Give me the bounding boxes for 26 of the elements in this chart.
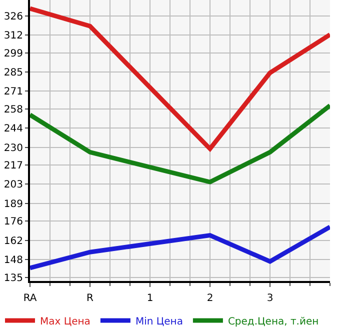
y-tick-label: 135 — [4, 272, 23, 284]
legend-label: Max Цена — [40, 316, 90, 328]
x-tick-label: 2 — [206, 293, 214, 304]
x-tick-label: 3 — [266, 293, 274, 304]
y-tick-label: 258 — [4, 104, 23, 116]
y-tick-label: 162 — [4, 236, 23, 247]
y-tick-label: 244 — [4, 124, 23, 135]
line-series — [30, 224, 330, 270]
y-tick-label: 326 — [4, 11, 23, 22]
y-tick-label: 299 — [4, 48, 23, 60]
legend-label: Сред.Цена, т.йен — [228, 316, 319, 328]
y-tick-label: 148 — [4, 255, 23, 266]
y-tick-label: 230 — [4, 142, 23, 154]
line-series — [30, 6, 330, 152]
y-tick-label: 203 — [4, 180, 23, 191]
x-tick-label: RA — [23, 293, 37, 304]
legend-label: Min Цена — [135, 316, 183, 328]
y-tick-label: 271 — [4, 86, 23, 98]
x-tick-label: 1 — [146, 293, 154, 304]
y-tick-label: 176 — [4, 216, 23, 228]
y-tick-label: 312 — [4, 30, 23, 42]
x-tick-label: R — [86, 293, 94, 304]
y-tick-label: 189 — [4, 198, 23, 210]
line-series — [30, 103, 330, 184]
y-tick-label: 285 — [4, 68, 23, 78]
y-tick-label: 217 — [4, 160, 23, 172]
